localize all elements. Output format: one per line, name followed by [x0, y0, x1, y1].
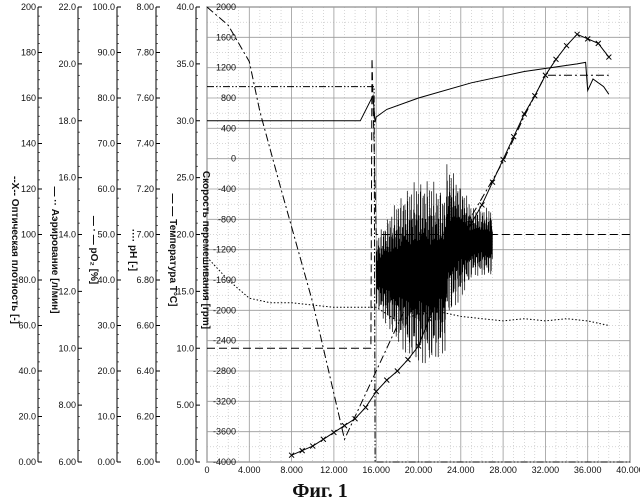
left-axis-tick-label: 7.60 [136, 93, 154, 103]
right-axis-tick-label: -800 [218, 214, 236, 224]
left-axis-tick-label: 7.20 [136, 184, 154, 194]
left-axis-tick-label: 0.00 [18, 457, 36, 467]
x-axis-tick-label: 20.000 [405, 465, 433, 475]
left-axis-tick-label: 80.0 [18, 275, 36, 285]
x-axis-tick-label: 40.000 [616, 465, 640, 475]
left-axis-tick-label: 40.0 [97, 275, 115, 285]
left-axis-tick-label: 30.0 [97, 321, 115, 331]
left-axis-tick-label: 50.0 [97, 230, 115, 240]
right-axis-label: Скорость перемешивания [rpm] [200, 171, 211, 329]
left-axis-tick-label: 0.00 [97, 457, 115, 467]
right-axis-tick-label: 800 [221, 93, 236, 103]
right-axis-tick-label: -1200 [213, 245, 236, 255]
x-axis-tick-label: 12.000 [320, 465, 348, 475]
x-axis: 0 4.000 8.000 12.000 16.000 20.000 24.000 28.00… [204, 465, 640, 475]
left-axis-tick-label: 8.00 [58, 400, 76, 410]
left-axis-tick-label: 180 [21, 48, 36, 58]
x-axis-tick-label: 4.000 [238, 465, 261, 475]
right-axis-tick-label: 1200 [216, 63, 236, 73]
left-axis-tick-label: 25.0 [176, 173, 194, 183]
left-axis-tick-label: 120 [21, 184, 36, 194]
x-axis-tick-label: 0 [204, 465, 209, 475]
left-axis-tick-label: 18.0 [58, 116, 76, 126]
left-axis-tick-label: 20.0 [176, 230, 194, 240]
left-axis-tick-label: 100.0 [92, 2, 115, 12]
right-axis-tick-label: -2000 [213, 305, 236, 315]
left-axis-tick-label: 80.0 [97, 93, 115, 103]
x-axis-tick-label: 32.000 [532, 465, 560, 475]
left-axis-tick-label: 15.0 [176, 286, 194, 296]
left-axis-tick-label: 60.0 [18, 321, 36, 331]
left-axis-tick-label: 6.60 [136, 321, 154, 331]
left-axis-tick-label: 0.00 [176, 457, 194, 467]
left-axis-tick-label: 40.0 [176, 2, 194, 12]
left-axis-label: — · — pO₂ [%] [88, 216, 99, 284]
right-axis-tick-label: -4000 [213, 457, 236, 467]
left-axis-tick-label: 20.0 [97, 366, 115, 376]
left-axis-tick-label: 14.0 [58, 230, 76, 240]
left-axes: 0.00 20.0 40.0 60.0 80.0 100 120 140 160 180 200 --… [9, 2, 200, 467]
left-axis-tick-label: 60.0 [97, 184, 115, 194]
left-axis-tick-label: 10.0 [176, 343, 194, 353]
left-axis-label: — ·· Аэрирование [л/мин] [49, 186, 60, 313]
left-axis-tick-label: 160 [21, 93, 36, 103]
left-axis-tick-label: 30.0 [176, 116, 194, 126]
left-axis-tick-label: 12.0 [58, 286, 76, 296]
right-axis-tick-label: 400 [221, 123, 236, 133]
right-axis-tick-label: -3600 [213, 427, 236, 437]
x-axis-tick-label: 28.000 [489, 465, 517, 475]
figure-caption: Фиг. 1 [292, 480, 348, 502]
left-axis-tick-label: 90.0 [97, 48, 115, 58]
x-axis-tick-label: 36.000 [574, 465, 602, 475]
left-axis-label: ···· pH [-] [127, 229, 138, 271]
right-axis-tick-label: 0 [231, 154, 236, 164]
left-axis-tick-label: 6.00 [58, 457, 76, 467]
left-axis-tick-label: 7.00 [136, 230, 154, 240]
right-axis-tick-label: 2000 [216, 2, 236, 12]
left-axis-tick-label: 20.0 [18, 412, 36, 422]
left-axis-tick-label: 40.0 [18, 366, 36, 376]
left-axis-tick-label: 7.80 [136, 48, 154, 58]
left-axis-tick-label: 10.0 [97, 412, 115, 422]
left-axis-tick-label: 22.0 [58, 2, 76, 12]
left-axis-label: — — Температура T°C] [167, 194, 178, 307]
left-axis-tick-label: 6.20 [136, 412, 154, 422]
right-axis-tick-label: -1600 [213, 275, 236, 285]
left-axis-tick-label: 6.80 [136, 275, 154, 285]
left-axis-tick-label: 8.00 [136, 2, 154, 12]
left-axis-tick-label: 7.40 [136, 139, 154, 149]
left-axis-tick-label: 100 [21, 230, 36, 240]
left-axis-tick-label: 200 [21, 2, 36, 12]
right-axis-tick-label: -2400 [213, 336, 236, 346]
x-axis-tick-label: 16.000 [362, 465, 390, 475]
right-axis-tick-label: -3200 [213, 396, 236, 406]
x-axis-tick-label: 8.000 [280, 465, 303, 475]
left-axis-tick-label: 16.0 [58, 173, 76, 183]
left-axis-label: --X-- Оптическая плотность [-] [9, 176, 20, 324]
right-axis-tick-label: -2800 [213, 366, 236, 376]
left-axis-tick-label: 10.0 [58, 343, 76, 353]
left-axis-tick-label: 70.0 [97, 139, 115, 149]
left-axis-tick-label: 6.00 [136, 457, 154, 467]
right-axis-tick-label: -400 [218, 184, 236, 194]
left-axis-tick-label: 6.40 [136, 366, 154, 376]
left-axis-tick-label: 140 [21, 139, 36, 149]
x-axis-tick-label: 24.000 [447, 465, 475, 475]
left-axis-tick-label: 20.0 [58, 59, 76, 69]
left-axis-tick-label: 5.00 [176, 400, 194, 410]
left-axis-tick-label: 35.0 [176, 59, 194, 69]
